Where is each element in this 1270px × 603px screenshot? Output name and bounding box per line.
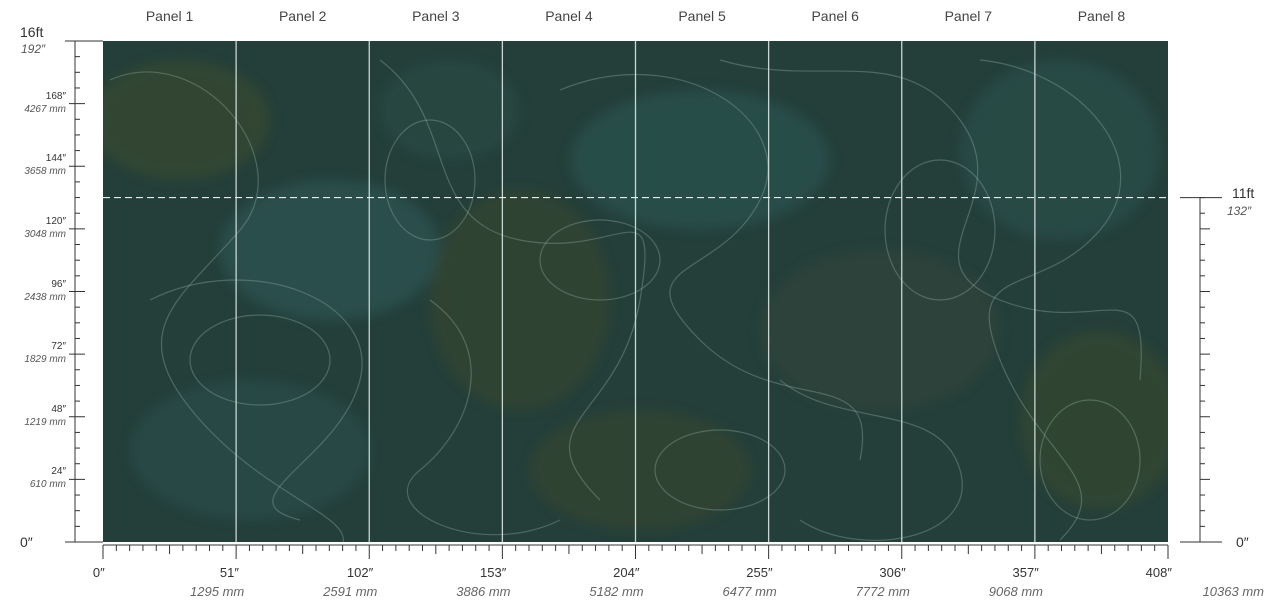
bottom-ruler-inch-label: 51″	[219, 565, 239, 580]
bottom-ruler-inch-label: 153″	[480, 565, 507, 580]
left-ruler-inch-label: 24″	[51, 466, 66, 478]
bottom-ruler-inch-label: 408″	[1145, 565, 1172, 580]
bottom-ruler-mm-label: 1295 mm	[190, 584, 245, 599]
panel-dividers	[235, 41, 1036, 542]
bottom-ruler-inch-label: 102″	[346, 565, 374, 580]
bottom-ruler-inch-label: 204″	[613, 565, 640, 580]
left-ruler-mm-label: 3048 mm	[24, 228, 66, 240]
left-ruler-mm-label: 4267 mm	[24, 103, 66, 115]
bottom-ruler-mm-label: 5182 mm	[589, 584, 644, 599]
panel-label-7[interactable]: Panel 7	[944, 8, 993, 24]
left-ruler-mm-label: 1219 mm	[24, 416, 66, 428]
bottom-ruler-inch-label: 306″	[879, 565, 906, 580]
panel-label-2[interactable]: Panel 2	[278, 8, 327, 24]
left-ruler-zero: 0″	[20, 534, 33, 550]
left-ruler-inch-label: 144″	[45, 153, 66, 165]
bottom-ruler-inch-label: 0″	[92, 565, 105, 580]
left-ruler-mm-label: 2438 mm	[24, 291, 66, 303]
left-ruler-inch-label: 72″	[51, 341, 66, 353]
panel-label-5[interactable]: Panel 5	[678, 8, 726, 24]
left-ruler-inch-label: 168″	[45, 90, 66, 102]
left-ruler-mm-label: 610 mm	[29, 479, 66, 491]
left-ruler-mm-label: 1829 mm	[24, 354, 66, 366]
bottom-ruler-inch-label: 255″	[746, 565, 773, 580]
left-ruler-top-ft: 16ft	[20, 24, 44, 40]
rulers	[65, 40, 1222, 559]
panel-label-8[interactable]: Panel 8	[1077, 8, 1126, 24]
bottom-ruler-mm-label: 3886 mm	[456, 584, 511, 599]
bottom-ruler-mm-label: 7772 mm	[855, 584, 910, 599]
left-ruler-top-in: 192″	[21, 42, 46, 56]
bottom-ruler-inch-label: 357″	[1012, 565, 1039, 580]
right-ruler-zero: 0″	[1236, 534, 1249, 550]
bottom-ruler-mm-label: 6477 mm	[722, 584, 777, 599]
left-ruler-inch-label: 120″	[45, 215, 66, 227]
panel-label-3[interactable]: Panel 3	[412, 8, 460, 24]
panel-label-6[interactable]: Panel 6	[811, 8, 859, 24]
right-ruler-top-in: 132″	[1227, 204, 1252, 218]
abstract-pattern	[103, 59, 1168, 542]
left-ruler-inch-label: 96″	[51, 278, 66, 290]
bottom-ruler-mm-label: 9068 mm	[988, 584, 1044, 599]
right-ruler-top-ft: 11ft	[1232, 185, 1255, 201]
bottom-ruler-mm-label: 2591 mm	[323, 584, 378, 599]
panel-label-1[interactable]: Panel 1	[145, 8, 194, 24]
left-ruler-mm-label: 3658 mm	[24, 166, 66, 178]
bottom-ruler-mm-label: 10363 mm	[1202, 584, 1264, 599]
left-ruler-inch-label: 48″	[51, 403, 66, 415]
panel-label-4[interactable]: Panel 4	[545, 8, 593, 24]
